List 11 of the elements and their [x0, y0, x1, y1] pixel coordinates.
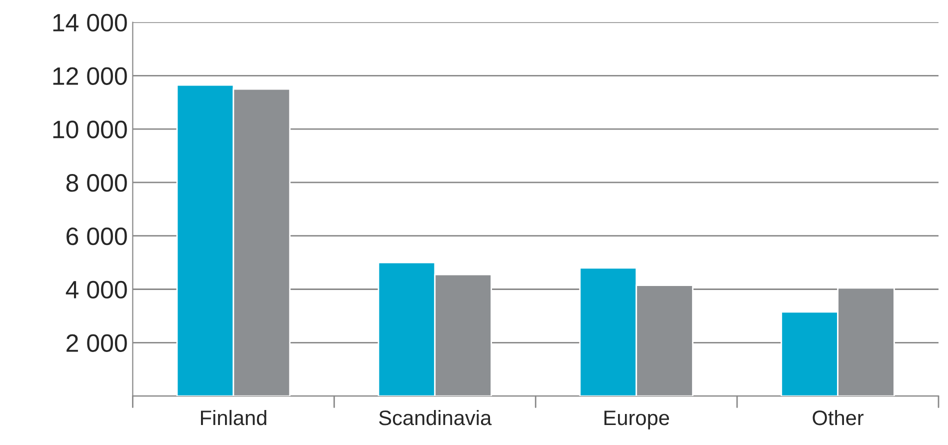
y-tick-label: 6 000 — [66, 227, 127, 246]
x-tick-label: Scandinavia — [379, 410, 492, 426]
x-tick-label: Finland — [200, 410, 266, 426]
x-tick-label: Other — [812, 410, 864, 426]
y-tick-label: 14 000 — [53, 14, 127, 32]
y-tick-label: 10 000 — [53, 120, 127, 138]
y-tick-label: 12 000 — [53, 67, 127, 85]
y-tick-label: 2 000 — [66, 334, 127, 352]
x-tick-label: Europe — [604, 410, 670, 430]
y-tick-label: 8 000 — [66, 174, 127, 192]
y-tick-label: 4 000 — [66, 280, 127, 299]
